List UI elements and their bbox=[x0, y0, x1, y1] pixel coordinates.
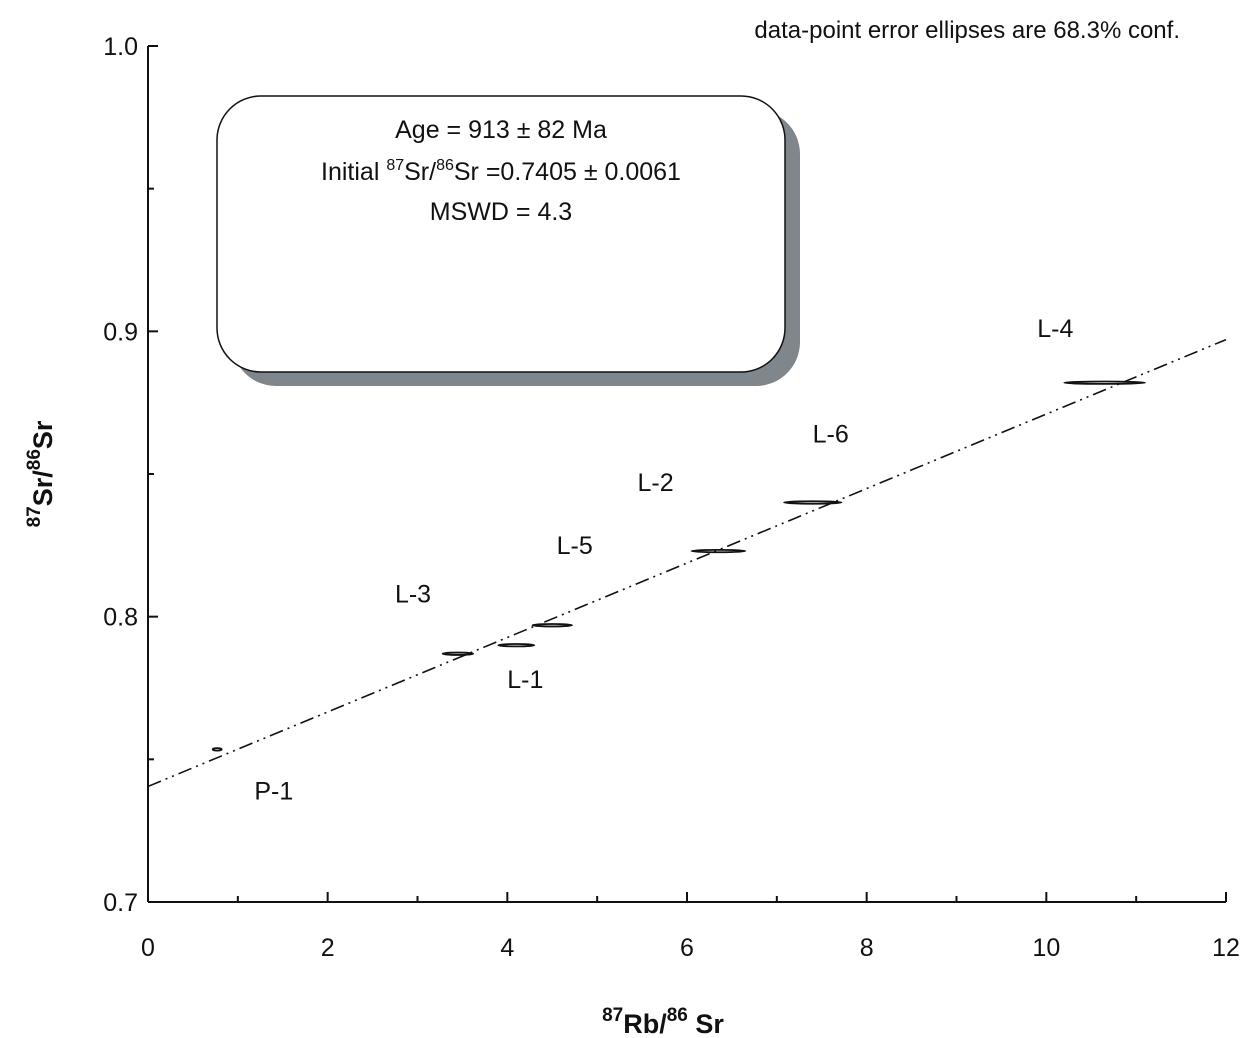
axes: 0 2 4 6 8 10 12 0.7 0.8 0.9 1.0 bbox=[103, 33, 1240, 962]
ylabel-sup-86: 86 bbox=[24, 449, 45, 470]
x-tick-label: 4 bbox=[500, 934, 514, 962]
point-labels-layer: P-1 L-3 L-1 L-5 L-2 L-6 L-4 bbox=[254, 315, 1073, 805]
mswd-text: MSWD = 4.3 bbox=[430, 198, 572, 226]
y-axis-label: 87Sr/86Sr bbox=[24, 420, 58, 527]
data-point-label: L-4 bbox=[1037, 315, 1073, 343]
result-box: Age = 913 ± 82 Ma Initial 87Sr/86Sr =0.7… bbox=[216, 95, 800, 386]
x-tick-label: 0 bbox=[141, 934, 155, 962]
y-tick-label: 0.9 bbox=[103, 318, 138, 346]
data-point-ellipse bbox=[211, 747, 223, 752]
xlabel-rb-slash: Rb/ bbox=[623, 1009, 667, 1038]
initial-sr-slash: Sr/ bbox=[404, 158, 436, 186]
data-point-ellipse bbox=[1063, 380, 1147, 385]
initial-value: Sr =0.7405 ± 0.0061 bbox=[454, 158, 681, 186]
x-tick-label: 8 bbox=[860, 934, 874, 962]
data-point-label: L-1 bbox=[507, 666, 543, 694]
initial-prefix: Initial bbox=[321, 158, 386, 186]
initial-sup-86: 86 bbox=[436, 157, 454, 174]
data-point-ellipse bbox=[497, 643, 536, 648]
xlabel-sr: Sr bbox=[688, 1009, 725, 1038]
age-text: Age = 913 ± 82 Ma bbox=[395, 116, 607, 144]
initial-ratio-text: Initial 87Sr/86Sr =0.7405 ± 0.0061 bbox=[321, 157, 681, 186]
y-tick-label: 0.8 bbox=[103, 604, 138, 632]
ylabel-sup-87: 87 bbox=[24, 506, 45, 527]
data-point-label: L-2 bbox=[637, 469, 673, 497]
points-layer bbox=[211, 380, 1147, 752]
ylabel-sr: Sr bbox=[28, 420, 58, 449]
data-point-ellipse bbox=[531, 623, 573, 628]
xlabel-sup-87: 87 bbox=[602, 1005, 623, 1026]
data-point-ellipse bbox=[690, 548, 747, 554]
data-point-label: P-1 bbox=[254, 777, 293, 805]
data-point-label: L-3 bbox=[395, 580, 431, 608]
data-point-ellipse bbox=[783, 500, 843, 505]
y-tick-label: 1.0 bbox=[103, 33, 138, 61]
x-tick-label: 6 bbox=[680, 934, 694, 962]
data-point-label: L-6 bbox=[813, 421, 849, 449]
data-point-ellipse bbox=[441, 651, 475, 656]
initial-sup-87: 87 bbox=[386, 157, 404, 174]
result-box-frame bbox=[216, 95, 786, 373]
xlabel-sup-86: 86 bbox=[667, 1005, 688, 1026]
isochron-line bbox=[147, 338, 1227, 788]
ylabel-sr-slash: Sr/ bbox=[28, 470, 58, 507]
x-axis-label: 87Rb/86 Sr bbox=[602, 1005, 724, 1038]
isochron-layer bbox=[147, 338, 1227, 788]
confidence-note: data-point error ellipses are 68.3% conf… bbox=[754, 17, 1180, 44]
data-point-label: L-5 bbox=[557, 532, 593, 560]
x-tick-label: 12 bbox=[1212, 934, 1240, 962]
x-tick-label: 2 bbox=[321, 934, 335, 962]
y-tick-label: 0.7 bbox=[103, 889, 138, 917]
x-tick-label: 10 bbox=[1032, 934, 1060, 962]
